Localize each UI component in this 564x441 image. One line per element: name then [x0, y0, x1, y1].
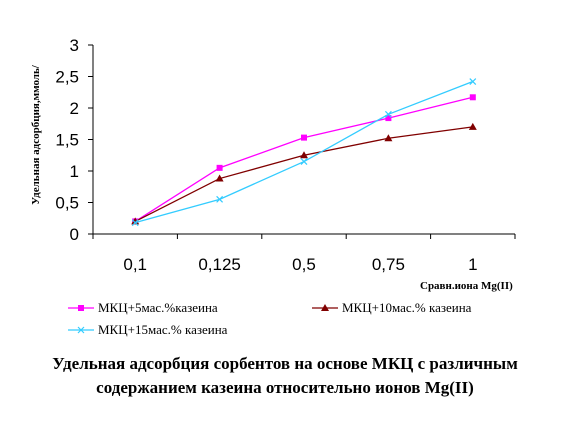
legend-marker — [77, 326, 85, 334]
series-line — [134, 126, 473, 222]
series-layer — [131, 78, 477, 227]
legend-item: МКЦ+15мас.% казеина — [68, 322, 228, 337]
x-tick-label: 1 — [468, 255, 477, 274]
data-point — [215, 174, 224, 182]
legend: МКЦ+5мас.%казеина МКЦ+10мас.% казеина МКЦ+… — [68, 300, 472, 337]
data-point — [384, 110, 392, 118]
data-point — [385, 115, 392, 122]
series-3 — [131, 78, 477, 227]
x-tick-label: 0,125 — [198, 255, 241, 274]
y-tick-label: 2 — [70, 99, 79, 118]
data-point — [469, 94, 476, 101]
data-point — [468, 122, 477, 130]
series-line — [134, 96, 473, 222]
y-tick-label: 0 — [70, 225, 79, 244]
data-point — [131, 219, 139, 227]
data-point — [216, 195, 224, 203]
y-tick-label: 1,5 — [55, 131, 79, 150]
y-tick-label: 0,5 — [55, 194, 79, 213]
axes: 0 0,5 1 1,5 2 2,5 3 0,1 0,125 0,5 0,75 1 — [55, 36, 516, 274]
data-point — [216, 164, 223, 171]
y-axis-title: Удельная адсорбция,ммоль/ — [30, 64, 42, 205]
data-point — [300, 158, 308, 165]
data-point — [469, 78, 477, 85]
legend-label: МКЦ+5мас.%казеина — [98, 300, 218, 315]
x-tick-label: 0,1 — [123, 255, 147, 274]
legend-marker — [78, 305, 84, 311]
y-tick-label: 2,5 — [55, 68, 79, 87]
series-2 — [131, 122, 477, 225]
x-axis-title: Сравн.иона Mg(II) — [420, 280, 513, 292]
legend-item: МКЦ+5мас.%казеина — [68, 300, 218, 315]
y-tick-label: 3 — [70, 36, 79, 55]
chart-title: Удельная адсорбция сорбентов на основе М… — [52, 354, 518, 397]
legend-label: МКЦ+15мас.% казеина — [98, 322, 228, 337]
x-tick-label: 0,75 — [372, 255, 405, 274]
series-1 — [132, 94, 476, 225]
x-tick-label: 0,5 — [292, 255, 316, 274]
legend-marker — [321, 304, 329, 311]
data-point — [300, 151, 308, 159]
data-point — [301, 134, 307, 141]
legend-item: МКЦ+10мас.% казеина — [312, 300, 472, 315]
legend-label: МКЦ+10мас.% казеина — [342, 300, 472, 315]
y-tick-label: 1 — [70, 162, 79, 181]
data-point — [384, 134, 393, 142]
